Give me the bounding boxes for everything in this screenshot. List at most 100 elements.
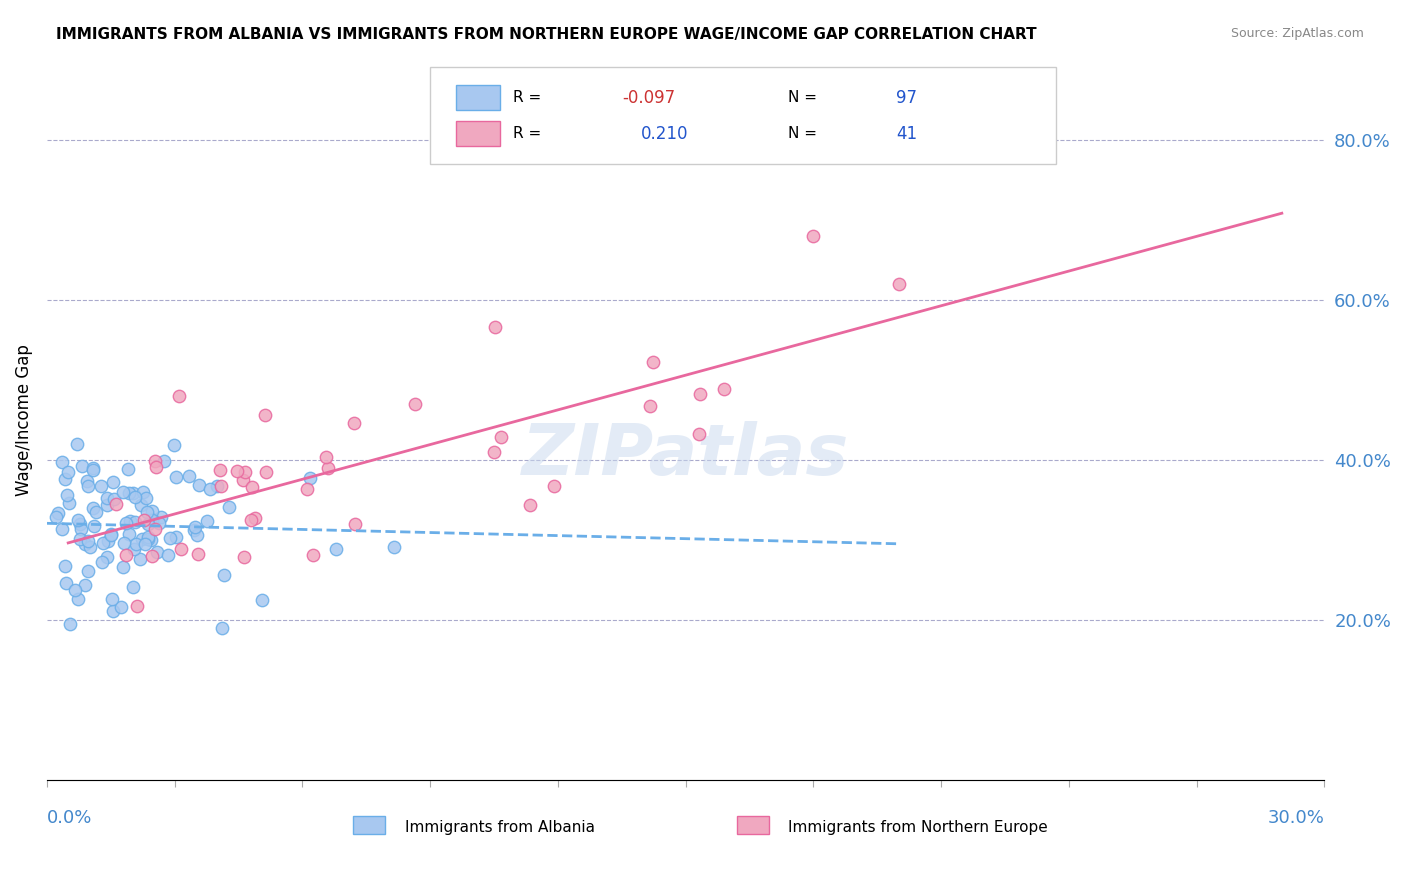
Point <box>143 454 166 468</box>
Point <box>713 382 735 396</box>
Point <box>382 540 405 554</box>
Point <box>688 426 710 441</box>
Point <box>316 461 339 475</box>
Point <box>82 501 104 516</box>
Point <box>51 455 73 469</box>
Text: R =: R = <box>513 90 547 105</box>
Point <box>112 536 135 550</box>
Point <box>205 479 228 493</box>
Point <box>122 580 145 594</box>
Point <box>82 463 104 477</box>
Point <box>141 512 163 526</box>
Point <box>491 430 513 444</box>
Text: 0.210: 0.210 <box>641 125 689 143</box>
Point <box>138 530 160 544</box>
Point <box>519 498 541 512</box>
Point <box>56 488 79 502</box>
Point <box>179 469 201 483</box>
Text: 0.0%: 0.0% <box>46 810 93 828</box>
Point <box>138 516 160 531</box>
Point <box>69 532 91 546</box>
Bar <box>456 85 501 110</box>
Point <box>302 549 325 563</box>
Point <box>93 535 115 549</box>
Point <box>136 505 159 519</box>
Point <box>66 437 89 451</box>
Text: 30.0%: 30.0% <box>1268 810 1324 828</box>
Point <box>69 523 91 537</box>
Point <box>141 504 163 518</box>
Point <box>146 545 169 559</box>
Point <box>240 479 263 493</box>
Point <box>136 532 159 546</box>
Point <box>135 491 157 506</box>
Y-axis label: Wage/Income Gap: Wage/Income Gap <box>15 344 32 496</box>
Point <box>139 533 162 547</box>
Point <box>120 514 142 528</box>
Point <box>343 416 366 430</box>
Point <box>117 461 139 475</box>
Point <box>131 533 153 547</box>
Point <box>46 506 69 520</box>
Point <box>77 534 100 549</box>
Point <box>112 485 135 500</box>
Point <box>84 505 107 519</box>
Point <box>124 515 146 529</box>
Point <box>127 599 149 613</box>
Point <box>211 621 233 635</box>
Point <box>145 460 167 475</box>
Point <box>96 549 118 564</box>
Point <box>243 511 266 525</box>
Point <box>153 454 176 468</box>
Point <box>115 548 138 562</box>
Point <box>103 491 125 506</box>
Point <box>66 591 89 606</box>
Point <box>91 555 114 569</box>
Point <box>134 537 156 551</box>
Point <box>56 465 79 479</box>
Point <box>149 509 172 524</box>
Point <box>187 547 209 561</box>
Text: Immigrants from Northern Europe: Immigrants from Northern Europe <box>787 820 1047 835</box>
Point <box>148 516 170 530</box>
Point <box>212 568 235 582</box>
Point <box>118 485 141 500</box>
Point <box>404 397 426 411</box>
Point <box>96 491 118 506</box>
Point <box>803 228 825 243</box>
Point <box>58 496 80 510</box>
Point <box>55 558 77 573</box>
Text: R =: R = <box>513 127 547 141</box>
Point <box>100 528 122 542</box>
Text: N =: N = <box>787 127 821 141</box>
Bar <box>456 120 501 146</box>
Point <box>254 466 277 480</box>
Text: Source: ZipAtlas.com: Source: ZipAtlas.com <box>1230 27 1364 40</box>
Point <box>183 523 205 537</box>
Point <box>344 516 367 531</box>
Point <box>76 474 98 488</box>
Point <box>77 564 100 578</box>
Point <box>83 518 105 533</box>
Point <box>124 490 146 504</box>
Point <box>132 513 155 527</box>
Point <box>543 479 565 493</box>
Point <box>250 592 273 607</box>
Point <box>67 513 90 527</box>
Point <box>75 537 97 551</box>
Point <box>96 534 118 549</box>
Point <box>209 479 232 493</box>
Point <box>77 479 100 493</box>
Point <box>887 277 910 291</box>
Text: -0.097: -0.097 <box>621 89 675 107</box>
Text: ZIPatlas: ZIPatlas <box>522 421 849 491</box>
Point <box>141 513 163 527</box>
Point <box>110 600 132 615</box>
Point <box>70 458 93 473</box>
Point <box>165 530 187 544</box>
Point <box>315 450 337 464</box>
FancyBboxPatch shape <box>430 67 1056 164</box>
Text: 97: 97 <box>897 89 918 107</box>
Point <box>638 399 661 413</box>
Point <box>145 522 167 536</box>
